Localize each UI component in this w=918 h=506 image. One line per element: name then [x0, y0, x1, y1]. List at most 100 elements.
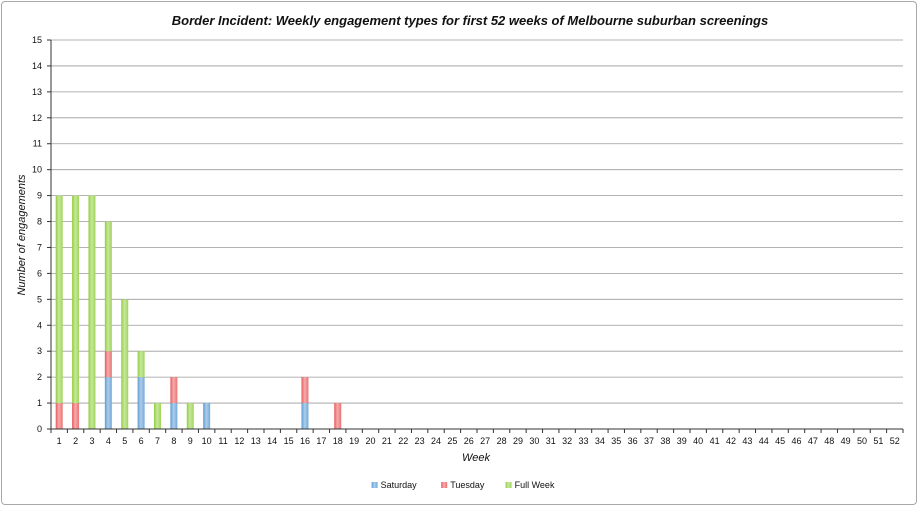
bar-saturday-week-16 [301, 403, 309, 429]
bar-full-week-week-1 [55, 195, 63, 404]
x-tick-label: 40 [693, 436, 703, 446]
x-tick-label: 42 [726, 436, 736, 446]
x-tick-label: 43 [742, 436, 752, 446]
legend-label: Full Week [515, 480, 555, 490]
x-tick-label: 52 [890, 436, 900, 446]
chart-title: Border Incident: Weekly engagement types… [172, 13, 768, 28]
y-tick-label: 12 [32, 113, 42, 123]
x-tick-label: 36 [628, 436, 638, 446]
axes [47, 39, 904, 433]
bar-full-week-week-5 [121, 299, 129, 429]
legend-label: Saturday [381, 480, 418, 490]
x-tick-label: 34 [595, 436, 605, 446]
bar-tuesday-week-4 [104, 351, 112, 378]
bar-tuesday-week-1 [55, 403, 63, 429]
x-tick-label: 6 [139, 436, 144, 446]
y-tick-label: 6 [37, 268, 42, 278]
x-tick-labels: 1 2 3 4 5 6 7 8 9 10 11 12 13 14 15 16 17 18 19 20 21 22 23 24 2… [57, 436, 900, 446]
x-tick-label: 50 [857, 436, 867, 446]
x-tick-label: 39 [677, 436, 687, 446]
x-tick-label: 29 [513, 436, 523, 446]
y-tick-label: 1 [37, 398, 42, 408]
x-tick-label: 8 [171, 436, 176, 446]
y-tick-label: 14 [32, 61, 42, 71]
y-tick-label: 2 [37, 372, 42, 382]
x-tick-label: 5 [122, 436, 127, 446]
x-tick-label: 51 [873, 436, 883, 446]
x-tick-label: 37 [644, 436, 654, 446]
x-tick-label: 18 [333, 436, 343, 446]
bar-full-week-week-7 [154, 403, 161, 429]
bar-tuesday-week-2 [72, 403, 80, 429]
bar-saturday-week-10 [203, 403, 211, 429]
x-tick-label: 45 [775, 436, 785, 446]
x-tick-label: 3 [89, 436, 94, 446]
x-tick-label: 24 [431, 436, 441, 446]
x-tick-label: 28 [497, 436, 507, 446]
legend-swatch-full-week [505, 482, 512, 488]
x-tick-label: 23 [415, 436, 425, 446]
y-tick-label: 3 [37, 346, 42, 356]
y-tick-label: 15 [32, 35, 42, 45]
legend: Saturday Tuesday Full Week [371, 480, 555, 490]
x-tick-label: 22 [398, 436, 408, 446]
x-tick-label: 2 [73, 436, 78, 446]
x-tick-label: 12 [234, 436, 244, 446]
x-tick-label: 41 [710, 436, 720, 446]
x-tick-label: 17 [316, 436, 326, 446]
bar-saturday-week-4 [104, 377, 112, 429]
y-tick-label: 8 [37, 217, 42, 227]
y-tick-label: 0 [37, 424, 42, 434]
x-tick-label: 11 [218, 436, 227, 446]
bar-full-week-week-4 [104, 221, 112, 352]
x-tick-label: 7 [155, 436, 160, 446]
x-tick-label: 49 [841, 436, 851, 446]
x-tick-label: 47 [808, 436, 818, 446]
x-tick-label: 14 [267, 436, 277, 446]
bar-saturday-week-6 [137, 377, 145, 429]
x-tick-label: 25 [447, 436, 457, 446]
x-axis-label: Week [462, 452, 490, 464]
x-tick-label: 48 [824, 436, 834, 446]
bar-full-week-week-9 [186, 403, 194, 429]
y-axis-label: Number of engagements [16, 174, 28, 296]
x-tick-label: 4 [106, 436, 111, 446]
y-tick-label: 11 [33, 139, 42, 149]
y-tick-label: 13 [32, 87, 42, 97]
x-tick-label: 44 [759, 436, 769, 446]
y-tick-label: 10 [32, 165, 42, 175]
y-tick-label: 9 [37, 191, 42, 201]
x-tick-label: 30 [529, 436, 539, 446]
bar-series [55, 195, 342, 429]
bar-tuesday-week-18 [334, 403, 342, 429]
x-tick-label: 35 [611, 436, 621, 446]
x-tick-label: 31 [546, 436, 556, 446]
x-tick-label: 1 [57, 436, 62, 446]
grid-lines [51, 39, 903, 404]
x-tick-label: 38 [660, 436, 670, 446]
x-tick-label: 16 [300, 436, 310, 446]
legend-label: Tuesday [450, 480, 485, 490]
bar-tuesday-week-8 [170, 377, 178, 404]
bar-saturday-week-8 [170, 403, 178, 429]
x-tick-label: 27 [480, 436, 490, 446]
x-tick-label: 21 [382, 436, 392, 446]
x-tick-label: 32 [562, 436, 572, 446]
x-tick-label: 10 [202, 436, 212, 446]
x-tick-label: 19 [349, 436, 359, 446]
bar-full-week-week-6 [137, 351, 145, 378]
x-tick-label: 46 [791, 436, 801, 446]
legend-swatch-saturday [371, 482, 378, 488]
x-tick-label: 9 [188, 436, 193, 446]
bar-full-week-week-3 [88, 195, 96, 429]
x-tick-label: 33 [578, 436, 588, 446]
y-tick-label: 5 [37, 294, 42, 304]
bar-full-week-week-2 [72, 195, 80, 404]
x-tick-label: 20 [365, 436, 375, 446]
y-tick-label: 7 [37, 242, 42, 252]
x-tick-label: 13 [251, 436, 261, 446]
legend-swatch-tuesday [441, 482, 448, 488]
